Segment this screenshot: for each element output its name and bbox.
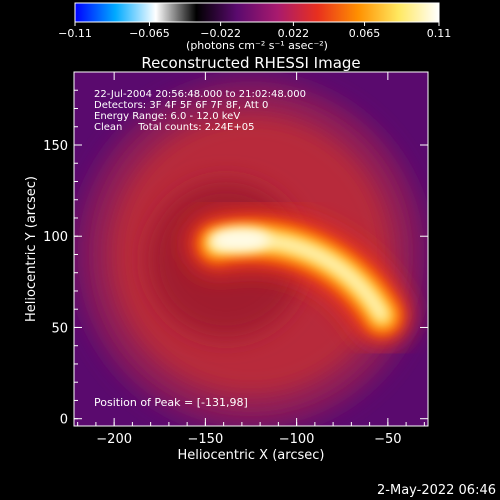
colorbar-ticks: −0.11 −0.065 −0.022 0.022 0.065 0.11 (58, 22, 451, 40)
chart-title: Reconstructed RHESSI Image (141, 54, 360, 72)
colorbar-tick-label: −0.11 (58, 27, 92, 40)
y-tick-label: 0 (60, 413, 68, 428)
annotation-line: Detectors: 3F 4F 5F 6F 7F 8F, Att 0 (94, 100, 268, 111)
colorbar-tick-label: 0.11 (427, 27, 452, 40)
colorbar-strip (74, 2, 440, 23)
x-axis: −200 −150 −100 −50 (77, 72, 425, 447)
x-tick-label: −150 (188, 432, 224, 447)
x-tick-label: −50 (374, 432, 401, 447)
footer-date: 2-May-2022 06:46 (377, 483, 496, 498)
y-axis-label: Heliocentric Y (arcsec) (24, 176, 39, 322)
annotation-block: 22-Jul-2004 20:56:48.000 to 21:02:48.000… (94, 89, 306, 133)
annotation-line: Energy Range: 6.0 - 12.0 keV (94, 111, 240, 122)
colorbar-unit-label: (photons cm⁻² s⁻¹ asec⁻²) (186, 39, 328, 52)
x-tick-label: −200 (96, 432, 132, 447)
y-axis: 0 50 100 150 (43, 71, 428, 428)
heatmap-image (74, 72, 428, 426)
y-tick-label: 100 (43, 230, 68, 245)
plot-frame (73, 71, 429, 427)
colorbar-tick-label: −0.022 (200, 27, 241, 40)
x-axis-label: Heliocentric X (arcsec) (178, 448, 325, 463)
arc-source (186, 209, 413, 346)
colorbar-tick-label: 0.022 (278, 27, 310, 40)
colorbar-tick-label: 0.065 (349, 27, 381, 40)
colorbar-tick-label: −0.065 (129, 27, 170, 40)
colorbar: −0.11 −0.065 −0.022 0.022 0.065 0.11 (photons… (58, 2, 451, 52)
y-tick-label: 50 (51, 321, 68, 336)
annotation-line: 22-Jul-2004 20:56:48.000 to 21:02:48.000 (94, 89, 306, 100)
y-tick-label: 150 (43, 139, 68, 154)
peak-blob (210, 227, 271, 252)
annotation-line: Clean Total counts: 2.24E+05 (94, 122, 254, 133)
x-tick-label: −100 (279, 432, 315, 447)
peak-position-label: Position of Peak = [-131,98] (94, 396, 248, 409)
